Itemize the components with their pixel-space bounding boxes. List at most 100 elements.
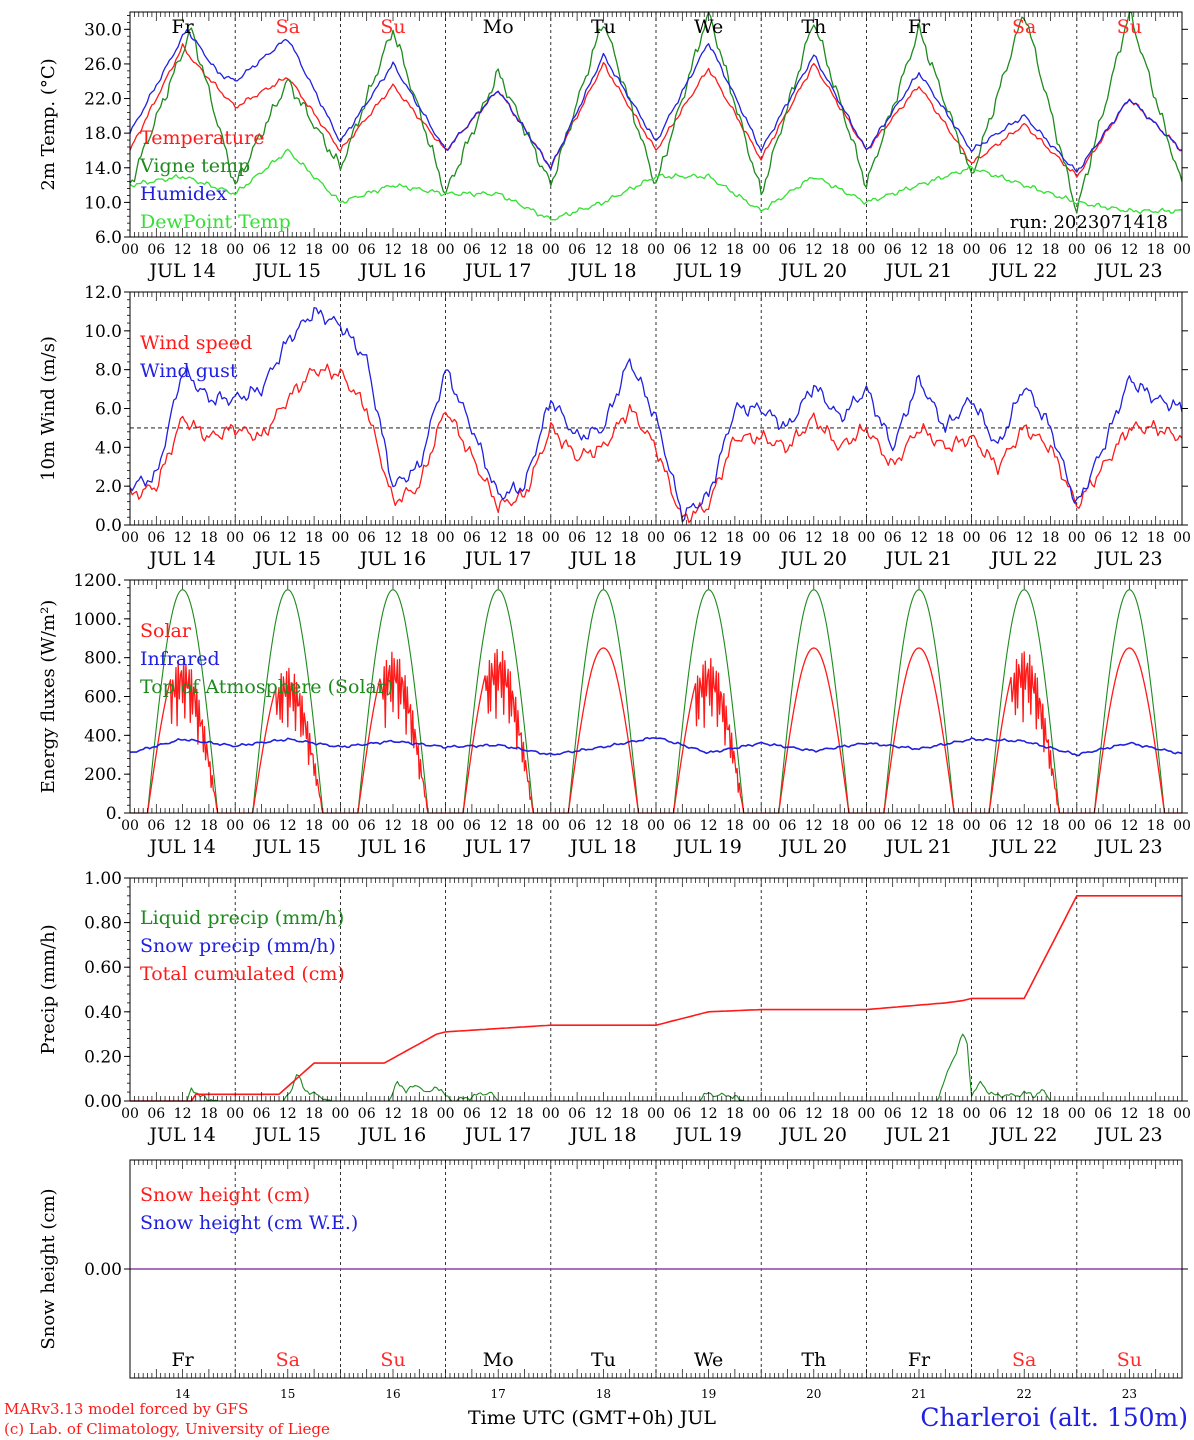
panel-4-hour-label: 12 (910, 1106, 928, 1122)
panel-3-legend-infrared: Infrared (140, 648, 220, 670)
panel-1-hour-label: 12 (594, 242, 612, 258)
panel-2-hour-label: 06 (358, 530, 376, 546)
panel-1-hour-label: 06 (358, 242, 376, 258)
panel-3-hour-label: 00 (857, 818, 875, 834)
panel-1-hour-label: 06 (253, 242, 271, 258)
panel-2-y-tick-label: 8.0 (95, 361, 122, 381)
panel-2-hour-label: 00 (437, 530, 455, 546)
panel-4-hour-label: 06 (989, 1106, 1007, 1122)
panel-3-y-tick-label: 600. (84, 688, 122, 708)
panel-2-hour-label: 12 (1015, 530, 1033, 546)
panel-1-date-label: JUL 18 (568, 260, 636, 282)
weekday-label-top: Su (1117, 16, 1142, 38)
panel-4-hour-label: 06 (463, 1106, 481, 1122)
panel-2-series-wind-speed (129, 363, 1183, 524)
weekday-label-bottom: Su (1117, 1349, 1142, 1371)
panel-3-hour-label: 00 (226, 818, 244, 834)
panel-1-hour-label: 00 (752, 242, 770, 258)
panel-2-hour-label: 00 (752, 530, 770, 546)
panel-3-date-label: JUL 16 (358, 836, 426, 858)
panel-3-hour-label: 18 (305, 818, 323, 834)
panel-1-hour-label: 18 (305, 242, 323, 258)
panel-4-hour-label: 18 (410, 1106, 428, 1122)
day-number-label: 21 (911, 1387, 926, 1401)
panel-3-y-tick-label: 400. (84, 726, 122, 746)
panel-2-date-label: JUL 23 (1094, 548, 1162, 570)
day-number-label: 18 (596, 1387, 611, 1401)
panel-5-y-axis-label: Snow height (cm) (38, 1188, 59, 1349)
panel-4-hour-label: 12 (174, 1106, 192, 1122)
panel-4-date-label: JUL 23 (1094, 1124, 1162, 1146)
panel-4-date-label: JUL 19 (673, 1124, 741, 1146)
panel-1-hour-label: 06 (1094, 242, 1112, 258)
panel-1-frame (129, 11, 1183, 238)
panel-4-y-tick-label: 1.00 (84, 869, 122, 889)
panel-1-date-label: JUL 20 (779, 260, 847, 282)
panel-1-hour-label: 12 (805, 242, 823, 258)
panel-2-hour-label-end: 00 (1173, 530, 1191, 546)
panel-2-hour-label: 18 (305, 530, 323, 546)
weekday-label-top: Fr (908, 16, 931, 38)
panel-4-hour-label: 18 (936, 1106, 954, 1122)
panel-5-y-tick-label: 0.00 (84, 1260, 122, 1280)
panel-1-hour-label: 12 (700, 242, 718, 258)
panel-2-hour-label: 12 (489, 530, 507, 546)
panel-1-hour-label: 12 (910, 242, 928, 258)
panel-3-y-tick-label: 800. (84, 649, 122, 669)
station-label: Charleroi (alt. 150m) (920, 1403, 1188, 1432)
panel-2-hour-label: 00 (542, 530, 560, 546)
panel-2-hour-label: 12 (1120, 530, 1138, 546)
panel-3-y-tick-label: 0. (106, 804, 122, 824)
panel-2-hour-label: 00 (963, 530, 981, 546)
panel-3-hour-label: 00 (752, 818, 770, 834)
weekday-label-top: We (694, 16, 723, 38)
panel-2-hour-label: 18 (410, 530, 428, 546)
panel-1-hour-label: 00 (121, 242, 139, 258)
panel-3-hour-label: 06 (989, 818, 1007, 834)
panel-4-date-label: JUL 14 (147, 1124, 215, 1146)
weekday-label-bottom: Mo (483, 1349, 514, 1371)
panel-4-hour-label: 12 (594, 1106, 612, 1122)
panel-3-hour-label: 12 (594, 818, 612, 834)
panel-1-hour-label: 06 (147, 242, 165, 258)
panel-4-hour-label: 06 (673, 1106, 691, 1122)
panel-4-hour-label: 12 (1120, 1106, 1138, 1122)
text-layer: 6.0 10.0 14.0 18.0 22.0 26.0 30.0 2m Temp. (°C)… (38, 16, 1191, 1401)
panel-1-hour-label: 18 (936, 242, 954, 258)
panel-1-hour-label: 18 (621, 242, 639, 258)
panel-2-date-label: JUL 20 (779, 548, 847, 570)
panel-2-hour-label: 06 (989, 530, 1007, 546)
panel-1-hour-label: 00 (1068, 242, 1086, 258)
panel-1-legend-dewpoint-temp: DewPoint Temp (140, 211, 291, 233)
panel-4-hour-label: 00 (647, 1106, 665, 1122)
panel-2-date-label: JUL 19 (673, 548, 741, 570)
panel-4-hour-label: 00 (226, 1106, 244, 1122)
panel-1-hour-label: 12 (174, 242, 192, 258)
panel-2-y-tick-label: 12.0 (84, 283, 122, 303)
panel-2-hour-label: 12 (384, 530, 402, 546)
panel-3-hour-label: 18 (1147, 818, 1165, 834)
panel-3-hour-label: 12 (174, 818, 192, 834)
panel-2-date-label: JUL 18 (568, 548, 636, 570)
panel-1-date-label: JUL 15 (253, 260, 321, 282)
panel-2-hour-label: 18 (726, 530, 744, 546)
panel-4-hour-label: 00 (857, 1106, 875, 1122)
panel-2-y-tick-label: 2.0 (95, 477, 122, 497)
panel-4-date-label: JUL 21 (884, 1124, 952, 1146)
grid-layer (130, 12, 1182, 1378)
panel-1-hour-label: 06 (673, 242, 691, 258)
panel-3-date-label: JUL 17 (463, 836, 531, 858)
panel-3-hour-label: 06 (884, 818, 902, 834)
panel-4-hour-label: 00 (542, 1106, 560, 1122)
panel-4-hour-label: 12 (279, 1106, 297, 1122)
panel-1-hour-label: 00 (647, 242, 665, 258)
panel-1-hour-label: 18 (410, 242, 428, 258)
panel-3-hour-label: 06 (147, 818, 165, 834)
panel-4-legend-liquid-precip-mm-h-: Liquid precip (mm/h) (140, 907, 344, 929)
panel-2-y-tick-label: 0.0 (95, 516, 122, 536)
day-number-label: 14 (175, 1387, 191, 1401)
panel-2-hour-label: 06 (884, 530, 902, 546)
panel-4-hour-label: 12 (805, 1106, 823, 1122)
panel-4-hour-label: 18 (305, 1106, 323, 1122)
panel-5-legend-snow-height-cm-w-e-: Snow height (cm W.E.) (140, 1212, 358, 1234)
